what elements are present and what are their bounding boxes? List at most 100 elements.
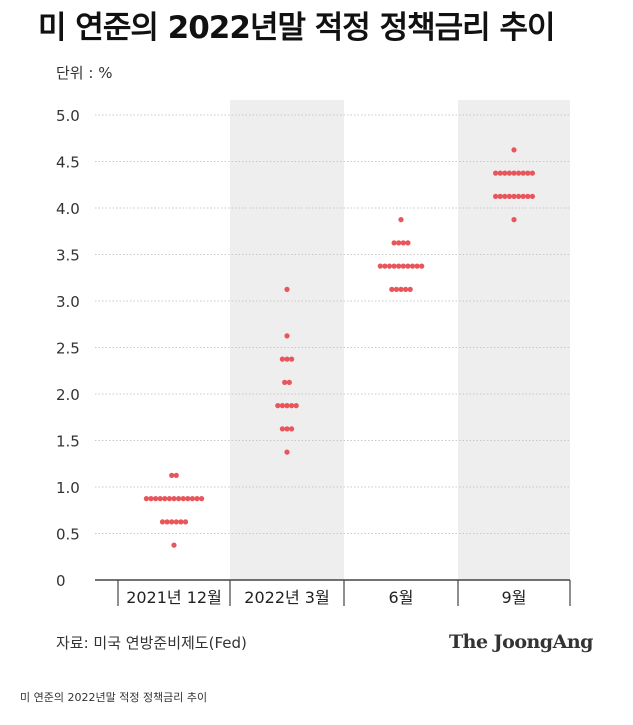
dot-marker: [396, 263, 402, 269]
dot-marker: [279, 403, 285, 409]
dot-marker: [382, 263, 388, 269]
dot-marker: [403, 286, 409, 292]
dot-marker: [286, 379, 292, 385]
dot-marker: [396, 240, 402, 246]
dot-marker: [157, 496, 163, 502]
dot-marker: [398, 217, 404, 223]
y-tick-label: 2.5: [56, 340, 80, 358]
dot-marker: [275, 403, 281, 409]
y-tick-label: 1.0: [56, 479, 80, 497]
dot-marker: [282, 379, 288, 385]
dot-marker: [529, 170, 536, 176]
dot-marker: [185, 496, 191, 502]
dot-marker: [279, 356, 285, 362]
dot-marker: [279, 426, 285, 432]
y-tick-label: 1.5: [56, 433, 80, 451]
y-tick-label: 5.0: [56, 107, 80, 125]
dot-marker: [525, 193, 531, 199]
y-tick-label: 4.5: [56, 154, 80, 172]
dot-marker: [289, 426, 295, 432]
dot-marker: [502, 193, 508, 199]
y-tick-label: 4.0: [56, 200, 80, 218]
dot-marker: [525, 170, 531, 176]
x-axis: 2021년 12월 2022년 3월 6월 9월: [95, 579, 571, 607]
dot-marker: [398, 286, 404, 292]
dot-marker: [391, 240, 397, 246]
dot-marker: [189, 496, 195, 502]
dot-marker: [148, 496, 154, 502]
source-note: 자료: 미국 연방준비제도(Fed): [56, 634, 247, 652]
y-tick-label: 2.0: [56, 386, 80, 404]
dot-marker: [194, 496, 200, 502]
dot-marker: [284, 356, 290, 362]
dot-marker: [199, 496, 205, 502]
dot-marker: [171, 542, 177, 548]
dot-marker: [414, 263, 420, 269]
dot-marker: [159, 519, 166, 525]
dot-marker: [166, 496, 172, 502]
y-tick-label: 3.5: [56, 247, 80, 265]
dot-marker: [405, 263, 411, 269]
dot-marker: [389, 286, 395, 292]
dot-marker: [520, 170, 526, 176]
dot-marker: [407, 286, 413, 292]
dot-marker: [516, 193, 522, 199]
dot-marker: [284, 286, 290, 292]
dot-marker: [377, 263, 383, 269]
dot-marker: [162, 496, 168, 502]
shaded-band-3: [458, 100, 570, 580]
x-tick-label: 2021년 12월: [126, 588, 222, 607]
dot-marker: [493, 170, 499, 176]
dot-marker: [506, 170, 512, 176]
dot-marker: [419, 263, 425, 269]
dot-marker: [284, 426, 290, 432]
dot-marker: [284, 403, 290, 409]
dot-marker: [511, 170, 517, 176]
dot-marker: [506, 193, 512, 199]
dot-marker: [391, 263, 397, 269]
brand-logo-text: The JoongAng: [449, 631, 593, 653]
y-axis: 0 0.5 1.0 1.5 2.0 2.5 3.0 3.5 4.0 4.5 5.0: [56, 107, 80, 590]
dot-marker: [386, 263, 393, 269]
shaded-bands: [230, 100, 570, 580]
dot-marker: [164, 519, 170, 525]
y-tick-label: 0.5: [56, 526, 80, 544]
dot-marker: [178, 519, 184, 525]
dot-marker: [520, 193, 526, 199]
dot-marker: [182, 519, 189, 525]
dot-marker: [529, 193, 536, 199]
dot-marker: [393, 286, 399, 292]
dot-marker: [511, 217, 517, 223]
gridlines: [95, 114, 570, 534]
dot-marker: [511, 147, 517, 153]
dot-marker: [400, 263, 406, 269]
dot-marker: [289, 403, 295, 409]
chart-title: 미 연준의 2022년말 적정 정책금리 추이: [38, 10, 556, 46]
y-tick-label: 3.0: [56, 293, 80, 311]
dot-marker: [169, 472, 175, 478]
dot-marker: [511, 193, 517, 199]
dot-marker: [405, 240, 411, 246]
dot-marker: [176, 496, 182, 502]
x-tick-label: 9월: [502, 588, 527, 607]
dot-marker: [409, 263, 416, 269]
dot-marker: [497, 193, 503, 199]
dot-marker: [284, 333, 290, 339]
dot-marker: [180, 496, 186, 502]
dot-marker: [497, 170, 503, 176]
dot-marker: [284, 449, 290, 455]
shaded-band-1: [230, 100, 344, 580]
x-tick-label: 6월: [389, 588, 414, 607]
dot-marker: [293, 403, 299, 409]
dot-marker: [502, 170, 508, 176]
dot-marker: [169, 519, 175, 525]
dot-marker: [171, 496, 177, 502]
dot-marker: [173, 519, 179, 525]
y-tick-label: 0: [56, 572, 66, 590]
dot-marker: [173, 472, 179, 478]
dot-marker: [289, 356, 295, 362]
dot-marker: [400, 240, 406, 246]
x-tick-label: 2022년 3월: [244, 588, 329, 607]
dots-layer: [143, 147, 536, 548]
